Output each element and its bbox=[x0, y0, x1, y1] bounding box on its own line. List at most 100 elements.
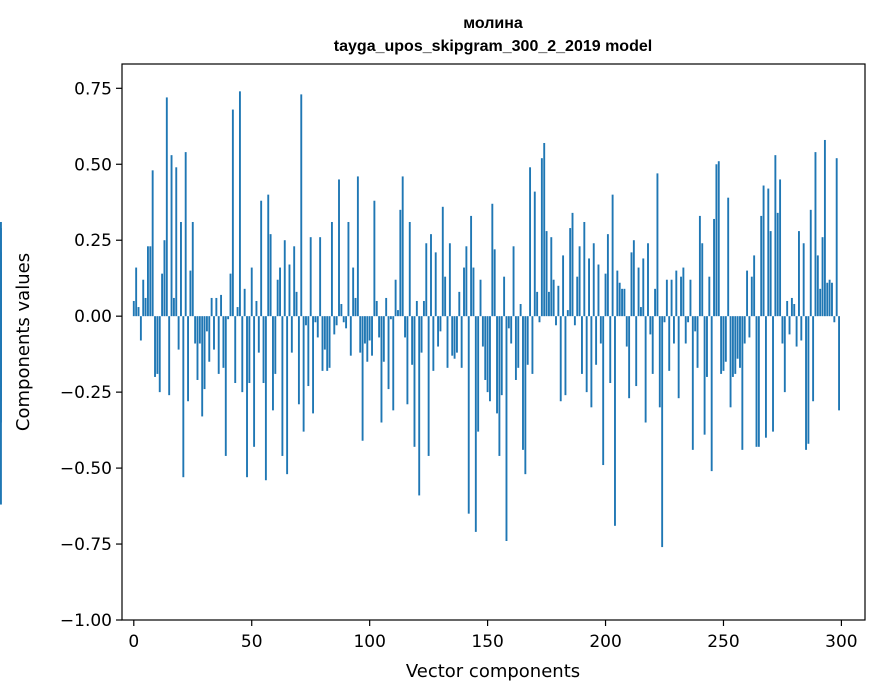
bar bbox=[597, 264, 600, 317]
bar bbox=[224, 316, 227, 456]
y-tick-label: 0.25 bbox=[74, 231, 112, 251]
bar bbox=[602, 316, 605, 466]
bar bbox=[281, 316, 284, 456]
bar bbox=[139, 316, 142, 341]
bar bbox=[345, 316, 348, 329]
bar bbox=[205, 316, 208, 332]
bar bbox=[552, 279, 555, 317]
bar bbox=[783, 316, 786, 393]
bar bbox=[0, 316, 2, 505]
bar bbox=[741, 316, 744, 450]
bar bbox=[456, 316, 458, 353]
bar bbox=[720, 316, 723, 374]
bar bbox=[517, 316, 520, 368]
bar bbox=[340, 304, 343, 317]
bar bbox=[500, 316, 503, 396]
bar bbox=[750, 276, 753, 317]
bar bbox=[533, 191, 536, 317]
bar bbox=[571, 212, 574, 317]
bar bbox=[267, 194, 270, 317]
bar bbox=[427, 316, 430, 456]
bar bbox=[0, 221, 2, 317]
bar bbox=[290, 316, 293, 353]
bar bbox=[507, 316, 510, 329]
bar bbox=[210, 297, 213, 317]
bar bbox=[147, 246, 149, 317]
bar bbox=[489, 316, 491, 402]
bar bbox=[385, 297, 388, 317]
bar bbox=[637, 267, 640, 317]
bar bbox=[682, 267, 685, 317]
bar bbox=[243, 288, 246, 317]
x-tick-label: 50 bbox=[241, 632, 263, 652]
bar bbox=[194, 316, 197, 344]
bar bbox=[569, 228, 572, 317]
x-tick-label: 100 bbox=[353, 632, 385, 652]
y-tick-label: 0.50 bbox=[74, 155, 112, 175]
bar bbox=[729, 316, 732, 408]
bar bbox=[286, 316, 289, 475]
bar bbox=[352, 267, 355, 317]
bars-group bbox=[0, 91, 840, 548]
x-axis-label: Vector components bbox=[406, 661, 580, 682]
bar bbox=[342, 316, 345, 323]
bar bbox=[731, 316, 734, 377]
bar bbox=[616, 270, 619, 317]
bar bbox=[680, 276, 682, 317]
bar bbox=[819, 288, 822, 317]
bar bbox=[184, 152, 187, 317]
bar bbox=[767, 188, 770, 317]
bar bbox=[149, 246, 152, 317]
bar bbox=[297, 316, 300, 405]
bar bbox=[439, 316, 442, 332]
bar bbox=[788, 316, 791, 335]
bar bbox=[555, 316, 557, 326]
x-tick-label: 0 bbox=[128, 632, 139, 652]
bar bbox=[743, 316, 746, 344]
bar bbox=[614, 316, 616, 526]
chart-subtitle: tayga_upos_skipgram_300_2_2019 model bbox=[334, 38, 652, 55]
bar bbox=[465, 246, 468, 317]
bar bbox=[701, 243, 704, 317]
bar bbox=[413, 316, 416, 447]
bar bbox=[257, 316, 260, 353]
bar bbox=[371, 316, 373, 356]
bar bbox=[366, 316, 369, 362]
bar bbox=[531, 316, 534, 374]
bar bbox=[564, 316, 567, 396]
bar bbox=[486, 316, 489, 393]
bar bbox=[715, 164, 718, 317]
bar bbox=[161, 273, 164, 317]
bar bbox=[312, 316, 314, 414]
bar bbox=[349, 316, 352, 356]
bar bbox=[333, 316, 336, 335]
bar bbox=[606, 234, 609, 317]
bar bbox=[670, 279, 673, 317]
bar bbox=[538, 316, 541, 323]
bar bbox=[135, 267, 138, 317]
bar bbox=[755, 316, 758, 447]
bar bbox=[288, 264, 291, 317]
bar bbox=[203, 316, 206, 390]
bar bbox=[649, 316, 652, 335]
bar bbox=[356, 176, 359, 317]
bar bbox=[665, 279, 668, 317]
y-tick-label: −1.00 bbox=[60, 611, 112, 631]
bar bbox=[213, 316, 215, 350]
bar bbox=[781, 316, 784, 344]
bar bbox=[180, 221, 182, 317]
bar bbox=[330, 221, 333, 317]
bar bbox=[661, 316, 664, 548]
bar bbox=[196, 316, 199, 380]
bar bbox=[201, 316, 204, 417]
y-axis-label: Components values bbox=[13, 253, 34, 431]
bar bbox=[321, 316, 324, 371]
bar bbox=[710, 316, 713, 472]
bar bbox=[703, 316, 706, 435]
bar bbox=[474, 316, 477, 532]
bar bbox=[592, 243, 595, 317]
bar bbox=[524, 316, 527, 475]
bar bbox=[706, 316, 708, 377]
y-axis: −1.00 −0.75 −0.50 −0.25 0.00 0.25 0.50 0.75 bbox=[60, 79, 122, 631]
